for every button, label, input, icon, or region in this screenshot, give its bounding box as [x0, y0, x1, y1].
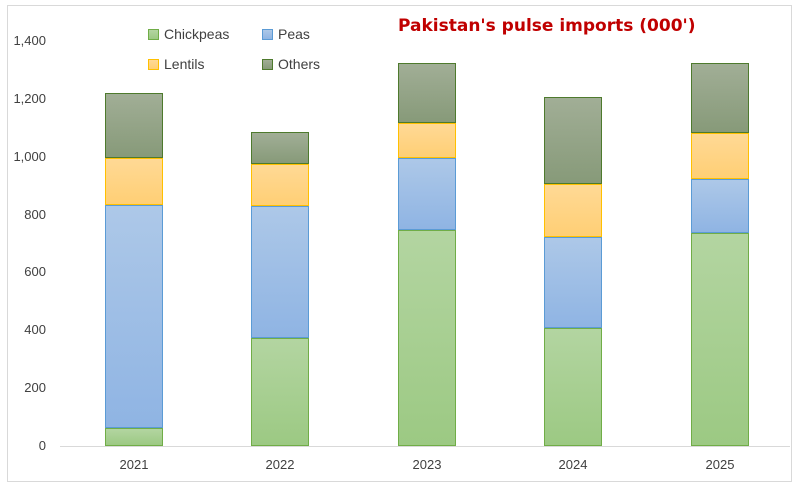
bar-segment-others-2021: [105, 93, 163, 159]
bar-segment-others-2023: [398, 62, 456, 123]
y-tick-label: 1,200: [13, 90, 46, 106]
x-tick-label: 2022: [265, 457, 295, 472]
legend-swatch-peas: [262, 28, 273, 40]
legend-item-chickpeas: Chickpeas: [148, 26, 229, 42]
bar-segment-peas-2021: [105, 205, 163, 429]
bar-segment-lentils-2025: [691, 132, 749, 179]
bar-segment-chickpeas-2023: [398, 229, 456, 446]
legend-label: Peas: [278, 26, 310, 42]
bar-segment-others-2022: [251, 132, 309, 164]
y-tick-label: 1,400: [13, 33, 46, 48]
bar-segment-chickpeas-2022: [251, 338, 309, 446]
legend-swatch-others: [262, 58, 273, 70]
bar-segment-peas-2024: [544, 237, 602, 328]
x-axis-line: [60, 446, 790, 447]
legend-swatch-lentils: [148, 58, 159, 70]
bar-segment-lentils-2023: [398, 122, 456, 159]
y-tick-label: 400: [24, 322, 46, 338]
bar-segment-others-2024: [544, 97, 602, 184]
bar-segment-chickpeas-2021: [105, 428, 163, 446]
legend-swatch-chickpeas: [148, 28, 159, 40]
bar-segment-chickpeas-2025: [691, 233, 749, 446]
y-tick-label: 1,000: [13, 148, 46, 164]
legend-item-others: Others: [262, 56, 320, 72]
bar-segment-others-2025: [691, 62, 749, 133]
chart-title: Pakistan's pulse imports (000'): [398, 16, 696, 36]
legend-label: Lentils: [164, 56, 205, 72]
bar-segment-peas-2023: [398, 158, 456, 230]
legend-item-peas: Peas: [262, 26, 310, 42]
x-tick-label: 2025: [705, 457, 735, 472]
legend-item-lentils: Lentils: [148, 56, 204, 72]
bar-segment-peas-2025: [691, 178, 749, 234]
bar-segment-lentils-2022: [251, 163, 309, 206]
y-tick-label: 0: [38, 438, 46, 453]
bar-segment-chickpeas-2024: [544, 327, 602, 446]
y-tick-label: 200: [24, 380, 46, 396]
y-tick-label: 600: [24, 264, 46, 280]
x-tick-label: 2023: [412, 457, 442, 472]
bar-segment-lentils-2021: [105, 158, 163, 206]
legend-label: Chickpeas: [164, 26, 230, 42]
x-tick-label: 2021: [119, 457, 149, 472]
x-tick-label: 2024: [558, 457, 588, 472]
legend-label: Others: [278, 56, 321, 72]
bar-segment-peas-2022: [251, 205, 309, 339]
bar-segment-lentils-2024: [544, 183, 602, 238]
y-tick-label: 800: [24, 206, 46, 222]
